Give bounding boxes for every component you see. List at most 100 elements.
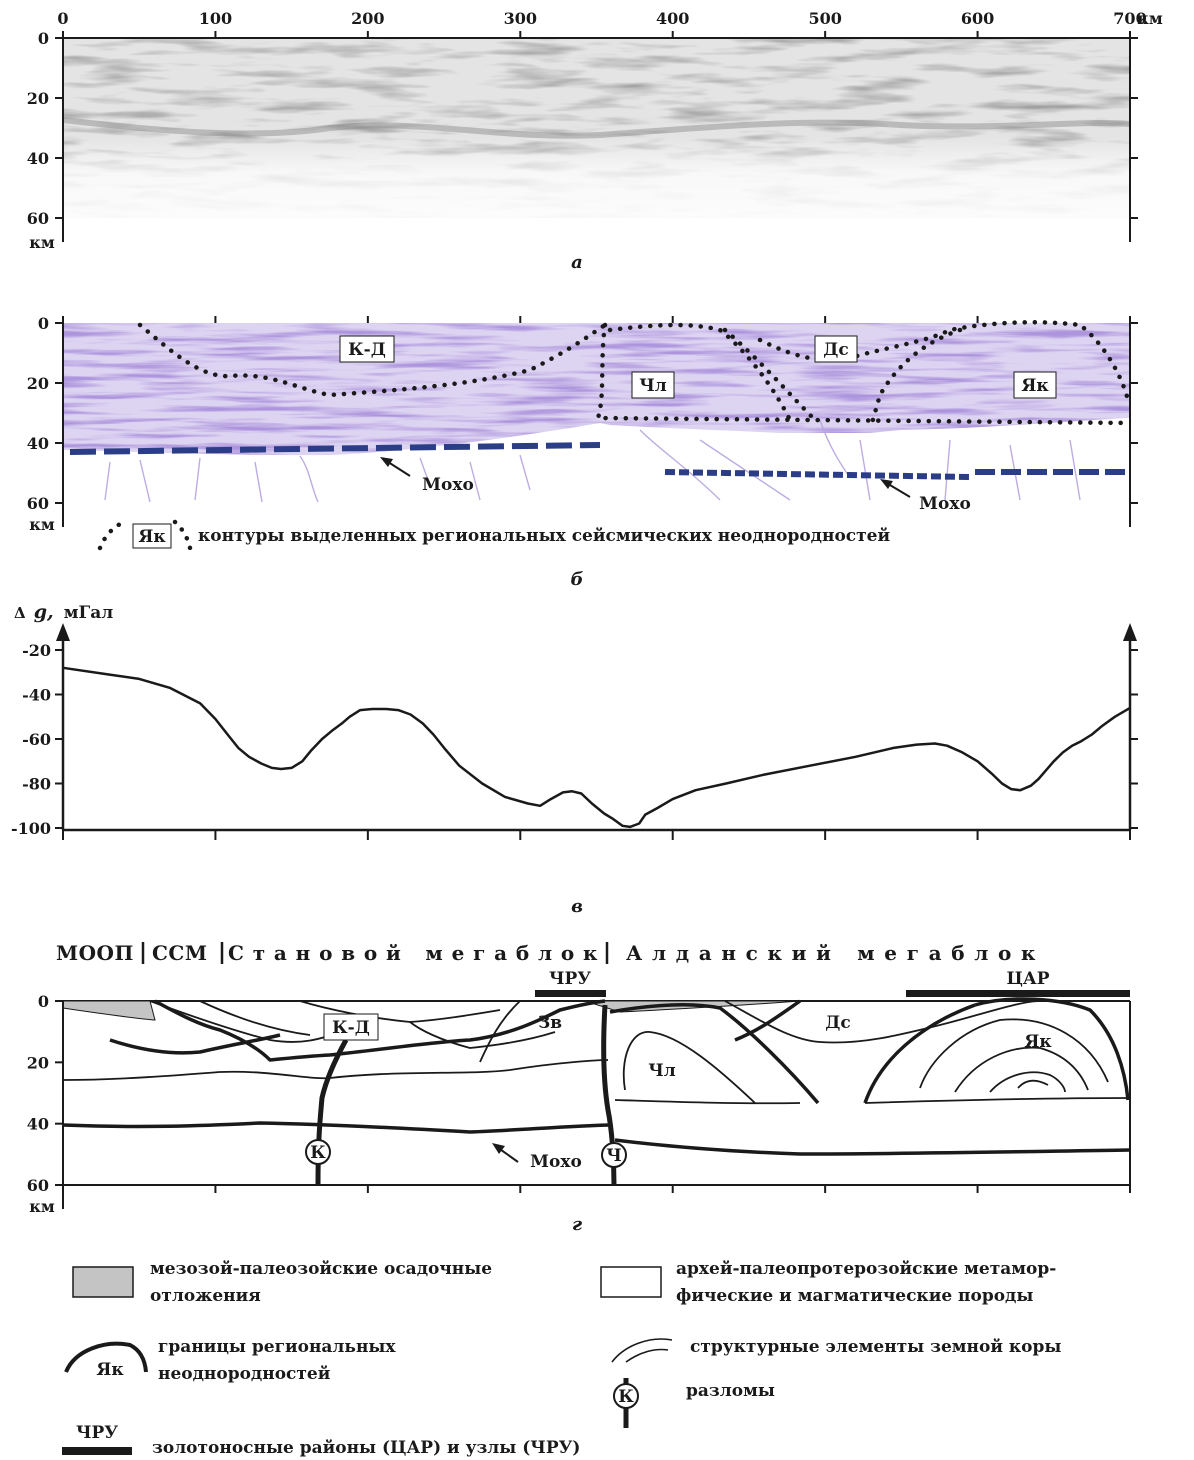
panel-v-left-arrowhead [56, 623, 70, 641]
panel-a-seismic-gray: 0 100 200 300 400 500 600 700 0 20 40 60 км км а [27, 9, 1163, 273]
fault-ch-symbol: Ч [601, 1142, 627, 1168]
panel-b-label-kd: К-Д [339, 335, 395, 363]
panel-v-gravity-anomaly: Δ g, мГал -20 -40 -60 -80 -100 в [11, 601, 1138, 917]
bar-chru [535, 990, 606, 997]
legend-faults-circle [613, 1383, 639, 1409]
panel-b-legend: Як контуры выделенных региональных сейсм… [97, 519, 890, 551]
panel-b-left-depth-tick-label: 60 [27, 494, 49, 513]
bar-chru-label: ЧРУ [549, 969, 591, 989]
panel-b-moho-label-left: Мохо [422, 475, 474, 495]
panel-a-x-tick-label: 500 [808, 9, 841, 28]
panel-g-left-depth-tick-label: 20 [27, 1053, 49, 1072]
fault-ch-label: Ч [606, 1146, 622, 1166]
panel-g-heterogeneity-boundaries [62, 997, 1131, 1156]
panel-a-x-tick-label: 300 [504, 9, 537, 28]
panel-b-moho-reflectors [69, 442, 1130, 480]
panel-b-seismic-texture [63, 323, 1130, 456]
panel-a-left-depth-tick-label: 60 [27, 209, 49, 228]
fault-k-label: К [310, 1143, 326, 1163]
panel-b-seismic-purple: К-Д Дс Чл Як Мохо Мохо 0 20 40 60 км [27, 314, 1138, 590]
bar-car-label: ЦАР [1006, 969, 1049, 989]
panel-b-label-yak: Як [1013, 371, 1057, 399]
legend-faults-text: разломы [686, 1381, 775, 1401]
panel-v-y-tick-label: -100 [11, 819, 51, 838]
panel-a-x-axis: 0 100 200 300 400 500 600 700 [57, 9, 1147, 39]
legend-boundaries-symbol [64, 1341, 148, 1373]
bar-car [906, 990, 1130, 997]
panel-a-km-unit: км [1137, 9, 1163, 28]
panel-letter-v: в [571, 896, 583, 917]
panel-a-depth-unit: км [29, 233, 55, 252]
panel-b-left-depth-tick-label: 20 [27, 374, 49, 393]
panel-letter-a: а [571, 252, 583, 273]
svg-text:К-Д: К-Д [332, 1018, 370, 1038]
legend-structural-symbol-outer [611, 1338, 673, 1363]
panel-g-left-depth-tick-label: 0 [38, 992, 49, 1011]
legend-gold: ЧРУ золотоносные районы (ЦАР) и узлы (ЧР… [62, 1423, 580, 1458]
panel-v-y-tick-label: -80 [22, 775, 51, 794]
legend-structural: структурные элементы земной коры [611, 1337, 1061, 1363]
panel-b-left-depth-tick-label: 40 [27, 434, 49, 453]
panel-a-x-tick-label: 200 [351, 9, 384, 28]
panel-v-y-ticks: -20 -40 -60 -80 -100 [11, 641, 1138, 838]
header-ssm: ССМ [152, 941, 207, 965]
legend-gold-bar [62, 1447, 132, 1455]
legend-metamorphic-line1: архей-палеопротерозойские метамор- [676, 1259, 1056, 1279]
panel-g-label-dc: Дс [825, 1013, 850, 1033]
legend-sediments-line2: отложения [150, 1286, 261, 1306]
svg-text:Чл: Чл [639, 376, 667, 396]
panel-v-y-tick-label: -20 [22, 641, 51, 660]
svg-text:К-Д: К-Д [348, 340, 386, 360]
panel-g-left-depth-tick-label: 60 [27, 1176, 49, 1195]
panel-a-left-depth-tick-label: 0 [38, 29, 49, 48]
panel-b-seismic-body [63, 323, 1130, 456]
panel-letter-g: г [572, 1214, 582, 1235]
panel-b-label-chl: Чл [631, 371, 675, 399]
svg-text:Дс: Дс [823, 340, 848, 360]
panel-v-x-ticks [62, 830, 1131, 840]
panel-a-x-tick-label: 700 [1113, 9, 1146, 28]
panel-b-left-depth-axis: 0 20 40 60 [27, 314, 64, 527]
panel-b-legend-box-label: Як [138, 527, 166, 547]
panel-b-heterogeneity-contours [137, 320, 1133, 426]
panel-b-legend-text: контуры выделенных региональных сейсмиче… [198, 526, 890, 546]
legend-structural-text: структурные элементы земной коры [690, 1337, 1061, 1357]
legend-sediments: мезозой-палеозойские осадочные отложения [72, 1259, 492, 1306]
panel-g-depth-unit: км [29, 1197, 55, 1216]
panel-g-interpretation: МООП ССМ Становой мегаблок Алданский мег… [27, 941, 1131, 1235]
panel-a-left-depth-tick-label: 20 [27, 89, 49, 108]
panel-b-label-dc: Дс [814, 335, 858, 363]
header-stanovoy-megablock: Становой мегаблок [228, 941, 598, 965]
panel-a-x-tick-label: 100 [199, 9, 232, 28]
panel-v-y-tick-label: -60 [22, 730, 51, 749]
panel-a-dark-band [62, 117, 1131, 139]
fault-k-symbol: К [305, 1139, 331, 1165]
legend-structural-symbol-inner [625, 1348, 669, 1363]
legend-boundaries: Як границы региональных неоднородностей [64, 1337, 396, 1384]
legend-metamorphic: архей-палеопротерозойские метамор- фичес… [600, 1259, 1056, 1306]
panel-a-right-depth-axis [1129, 37, 1138, 242]
panel-b-moho-label-right: Мохо [919, 494, 971, 514]
legend-gold-symbol-label: ЧРУ [76, 1423, 118, 1443]
legend-boundaries-symbol-label: Як [96, 1360, 124, 1380]
panel-v-y-tick-label: -40 [22, 686, 51, 705]
panel-g-label-kd: К-Д [323, 1013, 379, 1041]
legend-boundaries-line1: границы региональных [158, 1337, 396, 1357]
gravity-anomaly-line [62, 666, 1131, 829]
panel-b-top-axis [62, 316, 1131, 323]
panel-b-moho-arrow-right: Мохо [880, 479, 971, 514]
svg-text:Як: Як [1021, 376, 1049, 396]
legend-sediments-swatch [72, 1266, 134, 1298]
panel-b-depth-unit: км [29, 515, 55, 534]
panel-v-ylabel: Δ g, мГал [14, 601, 113, 623]
legend: мезозой-палеозойские осадочные отложения… [62, 1259, 1061, 1458]
panel-a-x-tick-label: 0 [57, 9, 68, 28]
panel-b-right-depth-axis [1129, 322, 1138, 527]
panel-g-left-depth-axis: 0 20 40 60 [27, 992, 64, 1209]
panel-g-structural-lines [62, 1000, 1131, 1105]
legend-sediments-line1: мезозой-палеозойские осадочные [150, 1259, 492, 1279]
panel-a-left-depth-axis: 0 20 40 60 [27, 29, 64, 242]
panel-g-x-ticks [62, 1185, 1131, 1193]
panel-b-lower-streaks [104, 419, 1081, 503]
